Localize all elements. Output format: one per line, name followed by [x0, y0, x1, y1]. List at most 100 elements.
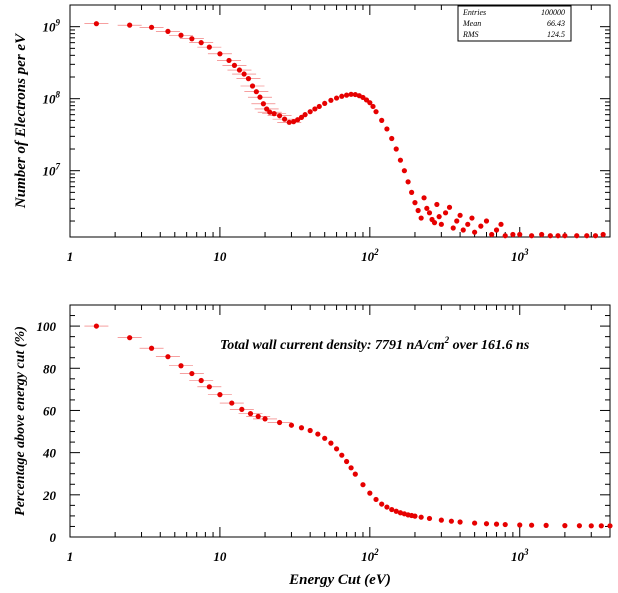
data-point: [562, 233, 568, 239]
data-point: [255, 413, 261, 419]
data-point: [598, 523, 604, 529]
data-point: [127, 22, 133, 28]
top-y-axis-label: Number of Electrons per eV: [13, 32, 29, 209]
data-point: [502, 521, 508, 528]
data-point: [344, 458, 350, 465]
data-point: [465, 221, 471, 227]
data-point: [469, 215, 475, 221]
top-panel: 1 10 102 103 107 108 109 Number of Electrons …: [13, 4, 611, 264]
data-point: [409, 189, 415, 195]
data-point: [189, 370, 195, 377]
data-point: [370, 103, 376, 110]
top-y-ticks: 107 108 109: [43, 4, 610, 222]
data-point: [249, 83, 256, 89]
data-point: [502, 233, 508, 239]
x-tick-label: 1: [67, 249, 74, 264]
data-point: [379, 501, 385, 507]
data-point: [472, 520, 478, 526]
bottom-y-axis-label: Percentage above energy cut (%): [13, 326, 28, 516]
data-point: [148, 345, 155, 351]
data-point: [93, 21, 99, 27]
data-point: [562, 523, 568, 529]
data-point: [457, 519, 463, 525]
data-point: [276, 419, 283, 426]
data-point: [517, 231, 523, 238]
x-tick-label: 102: [361, 547, 379, 564]
data-point: [281, 116, 288, 122]
data-point: [307, 109, 313, 115]
data-point: [600, 231, 606, 238]
data-point: [401, 168, 407, 174]
data-point: [239, 406, 245, 412]
data-point: [397, 510, 404, 516]
data-point: [418, 215, 424, 221]
data-point: [165, 354, 171, 360]
data-point: [276, 113, 283, 119]
bottom-x-axis-label: Energy Cut (eV): [288, 572, 391, 588]
data-point: [236, 67, 243, 73]
data-point: [288, 422, 295, 428]
data-point: [312, 106, 318, 112]
data-point: [189, 36, 195, 42]
data-point: [339, 452, 345, 458]
top-series: [84, 21, 606, 239]
data-point: [529, 522, 535, 528]
data-point: [352, 471, 358, 477]
data-point: [529, 233, 535, 239]
data-point: [271, 111, 277, 117]
data-point: [286, 119, 292, 125]
data-point: [333, 446, 340, 452]
data-point: [198, 40, 204, 46]
bottom-panel: 1 10 102 103 0 20 40 60 80 100 Percentage above …: [13, 304, 613, 588]
data-point: [339, 93, 345, 99]
data-point: [165, 28, 171, 34]
data-point: [412, 200, 418, 206]
data-point: [360, 482, 366, 488]
data-point: [418, 514, 424, 520]
data-point: [607, 523, 613, 529]
data-point: [588, 523, 594, 529]
stats-value-rms: 124.5: [547, 30, 565, 39]
y-tick-label: 20: [42, 488, 57, 503]
data-point: [574, 233, 580, 239]
data-point: [517, 522, 523, 528]
data-point: [478, 223, 484, 229]
data-point: [229, 400, 235, 406]
data-point: [489, 231, 495, 238]
data-point: [231, 62, 238, 68]
data-point: [178, 32, 184, 38]
data-point: [431, 220, 438, 226]
x-tick-label: 1: [67, 549, 74, 564]
stats-label-entries: Entries: [462, 8, 486, 17]
data-point: [148, 24, 155, 30]
data-point: [264, 106, 270, 112]
data-point: [127, 335, 133, 341]
data-point: [436, 214, 442, 220]
data-point: [322, 100, 328, 107]
data-point: [426, 515, 433, 522]
data-point: [245, 76, 252, 82]
data-point: [373, 496, 379, 503]
data-point: [328, 97, 334, 103]
data-point: [352, 91, 358, 98]
y-tick-label: 108: [43, 90, 61, 107]
annotation-prefix: Total wall current density: 7791 nA/cm: [220, 338, 445, 353]
data-point: [397, 157, 404, 163]
y-tick-label: 109: [43, 18, 61, 35]
y-tick-label: 0: [50, 530, 57, 545]
data-point: [555, 233, 561, 239]
data-point: [93, 323, 99, 329]
data-point: [206, 384, 212, 390]
y-tick-label: 107: [43, 162, 61, 179]
top-plot-frame: [69, 4, 611, 238]
data-point: [483, 218, 490, 224]
data-point: [241, 71, 247, 77]
y-tick-label: 100: [37, 319, 57, 334]
stats-label-mean: Mean: [462, 19, 481, 28]
data-point: [592, 233, 599, 239]
data-point: [260, 101, 266, 107]
x-tick-label: 103: [511, 547, 529, 564]
data-point: [389, 506, 395, 513]
data-point: [298, 114, 305, 120]
